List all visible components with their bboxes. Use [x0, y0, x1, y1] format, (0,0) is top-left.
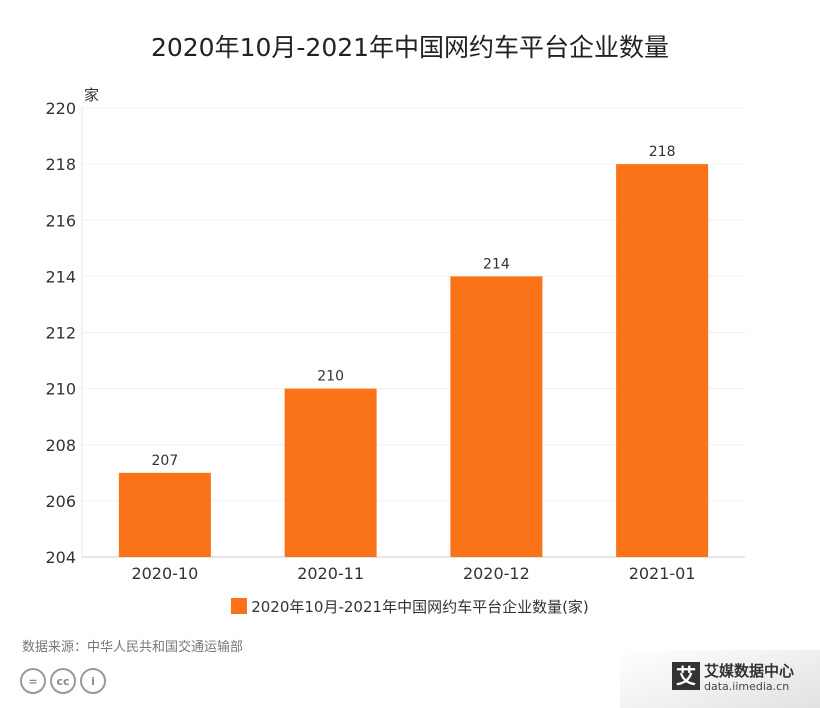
data-label: 218	[649, 144, 676, 160]
license-icons: = cc i	[20, 668, 106, 694]
legend-label: 2020年10月-2021年中国网约车平台企业数量(家)	[251, 598, 589, 616]
bar	[450, 276, 543, 557]
y-tick-label: 206	[45, 492, 76, 511]
y-tick-label: 220	[45, 99, 76, 118]
y-tick-label: 204	[45, 548, 76, 567]
y-tick-label: 214	[45, 267, 76, 286]
x-tick-label: 2020-11	[297, 564, 364, 583]
cc-icon: cc	[50, 668, 76, 694]
y-tick-label: 208	[45, 436, 76, 455]
y-tick-label: 218	[45, 155, 76, 174]
y-tick-label: 216	[45, 211, 76, 230]
y-tick-label: 210	[45, 380, 76, 399]
data-label: 207	[152, 453, 179, 469]
x-tick-label: 2020-10	[131, 564, 198, 583]
chart-title: 2020年10月-2021年中国网约车平台企业数量	[150, 33, 670, 62]
brand-name: 艾媒数据中心	[704, 662, 795, 680]
brand-watermark: 艾 艾媒数据中心 data.iimedia.cn	[620, 650, 820, 708]
brand-logo: 艾	[672, 662, 700, 690]
bar-chart: 204 206 208 210 212 214 216 218 220 家 207 2020-10 21…	[45, 86, 745, 583]
bar	[284, 388, 377, 557]
brand-url: data.iimedia.cn	[704, 680, 790, 693]
data-label: 214	[483, 256, 510, 272]
y-axis-unit: 家	[84, 86, 99, 104]
bar	[118, 472, 211, 557]
bar	[616, 164, 709, 557]
x-tick-label: 2021-01	[629, 564, 696, 583]
data-label: 210	[317, 369, 344, 385]
equals-icon: =	[20, 668, 46, 694]
data-source: 数据来源：中华人民共和国交通运输部	[22, 640, 244, 655]
person-icon: i	[80, 668, 106, 694]
legend-swatch	[231, 598, 248, 614]
y-tick-label: 212	[45, 324, 76, 343]
x-tick-label: 2020-12	[463, 564, 530, 583]
legend: 2020年10月-2021年中国网约车平台企业数量(家)	[0, 596, 820, 617]
